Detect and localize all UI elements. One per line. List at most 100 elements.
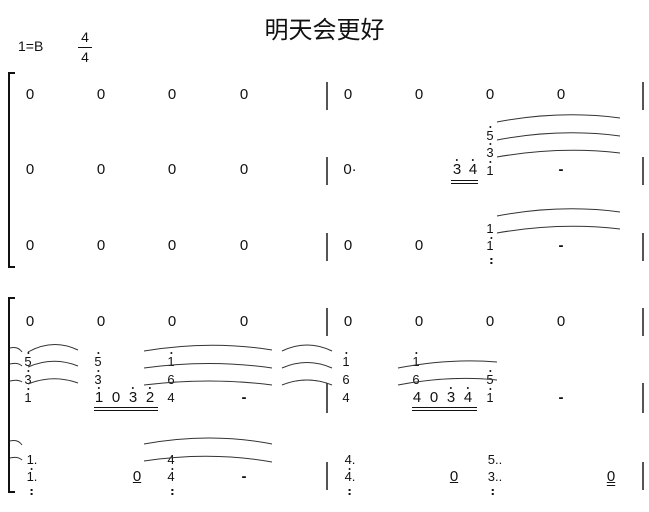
- barline: [326, 82, 328, 110]
- note: 0: [606, 468, 616, 485]
- time-numerator: 4: [81, 29, 89, 45]
- chord-note: 5: [486, 126, 494, 143]
- barline: [326, 157, 328, 185]
- note: 0: [343, 313, 353, 330]
- note: 0: [96, 237, 106, 254]
- underline: [94, 407, 158, 408]
- chord-note: 1.: [26, 469, 38, 491]
- tie: [143, 437, 273, 445]
- chord-note: 4: [167, 469, 175, 491]
- barline: [642, 157, 644, 185]
- note: 4: [412, 389, 422, 406]
- chord-note: 1: [24, 388, 32, 405]
- chord-note: 5: [94, 352, 102, 369]
- tie: [281, 362, 333, 369]
- tie: [281, 344, 333, 352]
- tie: [9, 456, 23, 461]
- chord-note: 5: [24, 352, 32, 369]
- tie: [9, 440, 23, 446]
- time-signature: 4 4: [78, 29, 92, 66]
- chord-note: 1: [486, 388, 494, 405]
- chord-note: 1: [486, 238, 494, 260]
- note: 0: [239, 237, 249, 254]
- note: 2: [145, 387, 155, 406]
- note: 0: [96, 313, 106, 330]
- tie: [27, 378, 79, 385]
- barline: [642, 308, 644, 336]
- note: 3: [452, 159, 462, 178]
- note: 0: [414, 237, 424, 254]
- note: 0: [167, 161, 177, 178]
- tie: [281, 379, 333, 386]
- chord-note: 4.: [344, 469, 356, 491]
- chord-note: 4.: [344, 452, 356, 470]
- note: 0: [96, 161, 106, 178]
- tie: [496, 114, 621, 123]
- tie: [397, 377, 498, 386]
- note: 4: [463, 387, 473, 406]
- note: 0: [414, 86, 424, 103]
- system-bracket: [8, 72, 15, 268]
- note: 0: [556, 313, 566, 330]
- note: 0: [25, 237, 35, 254]
- chord-note: 3: [24, 370, 32, 387]
- tie: [9, 362, 23, 367]
- tie: [143, 344, 273, 352]
- chord-note: 3: [486, 143, 494, 160]
- note: 0: [132, 468, 142, 485]
- chord-note: 4: [167, 390, 175, 405]
- note: 0: [111, 389, 121, 406]
- time-denominator: 4: [81, 49, 89, 65]
- note: 0: [414, 313, 424, 330]
- chord-note: 4: [167, 452, 175, 470]
- note: 0: [449, 468, 459, 485]
- underline: [451, 180, 478, 181]
- chord-note: 3: [94, 370, 102, 387]
- note: 0: [25, 313, 35, 330]
- barline: [642, 82, 644, 110]
- sustain-dash: -: [558, 237, 564, 254]
- note: 0: [485, 86, 495, 103]
- note: 0: [485, 313, 495, 330]
- note: 0: [167, 86, 177, 103]
- chord-note: 1.: [26, 452, 38, 470]
- barline: [326, 308, 328, 336]
- underline: [412, 410, 477, 411]
- tie: [496, 208, 621, 217]
- sustain-dash: -: [558, 389, 564, 406]
- tie: [143, 363, 273, 369]
- sustain-dash: -: [241, 468, 247, 485]
- chord-note: 5..: [487, 452, 503, 467]
- tie: [496, 132, 621, 141]
- tie: [9, 347, 23, 353]
- system-bracket: [8, 297, 15, 493]
- chord-note: 1: [167, 352, 175, 369]
- underline: [451, 183, 478, 184]
- note: 0: [25, 161, 35, 178]
- note: 0: [239, 86, 249, 103]
- tie: [27, 360, 79, 368]
- note: 0: [343, 86, 353, 103]
- note: 0: [25, 86, 35, 103]
- key-signature: 1=B: [18, 38, 44, 54]
- underline: [412, 407, 477, 408]
- chord-note: 6: [167, 372, 175, 387]
- note: 3: [446, 387, 456, 406]
- note: 0·: [343, 161, 357, 178]
- tie: [27, 344, 79, 353]
- chord-note: 1: [342, 352, 350, 369]
- tie: [397, 360, 498, 369]
- chord-note: 1: [486, 221, 494, 239]
- note: 0: [239, 161, 249, 178]
- chord-note: 4: [342, 390, 350, 405]
- note: 0: [167, 313, 177, 330]
- barline: [326, 233, 328, 261]
- tie: [143, 380, 273, 386]
- song-title: 明天会更好: [264, 16, 385, 44]
- tie: [496, 225, 621, 234]
- note: 4: [468, 159, 478, 178]
- tie: [143, 455, 273, 463]
- note: 0: [96, 86, 106, 103]
